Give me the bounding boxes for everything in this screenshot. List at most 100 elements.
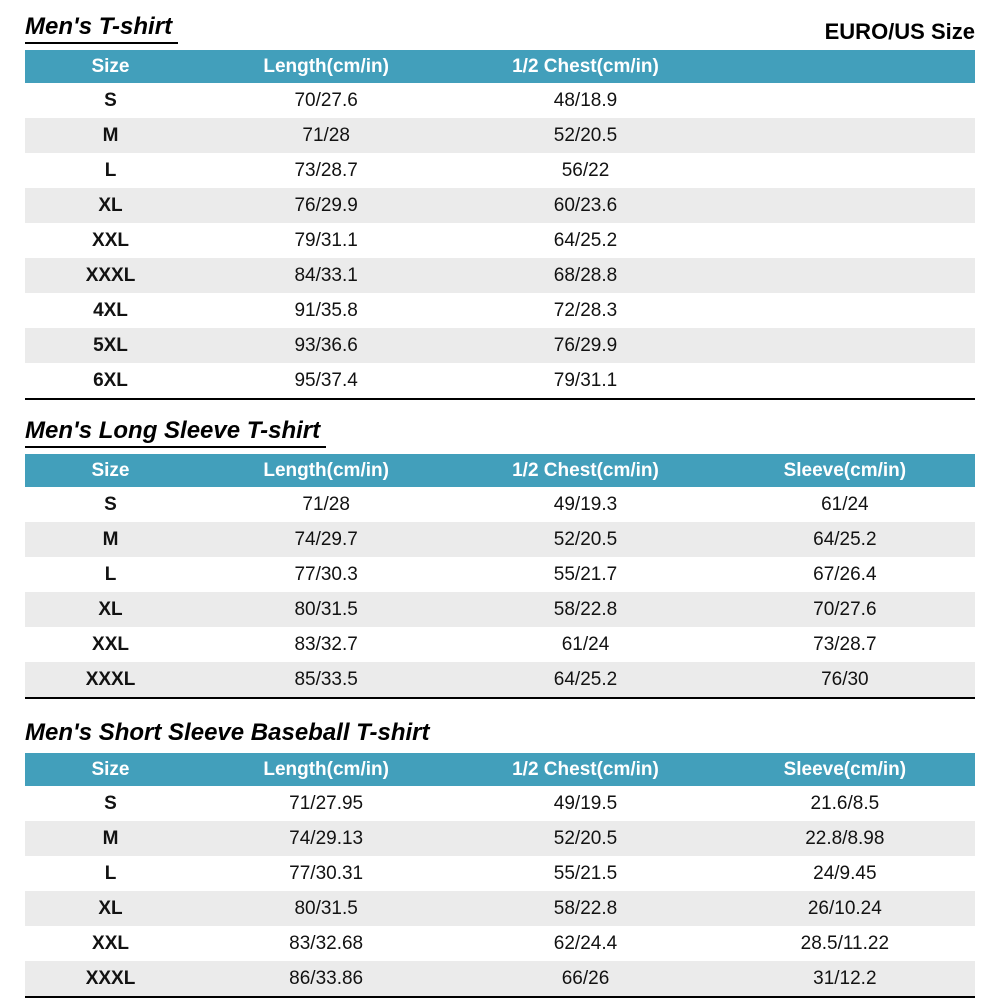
value-cell: 72/28.3 bbox=[553, 301, 618, 320]
table-row: XXL 83/32.7 61/24 73/28.7 bbox=[25, 627, 975, 662]
value-cell: 22.8/8.98 bbox=[805, 829, 885, 848]
value-cell: 52/20.5 bbox=[553, 829, 618, 848]
size-cell: 4XL bbox=[93, 301, 128, 320]
table-row: M 74/29.7 52/20.5 64/25.2 bbox=[25, 522, 975, 557]
size-cell: XXL bbox=[92, 635, 129, 654]
size-cell: XXL bbox=[92, 231, 129, 250]
value-cell: 31/12.2 bbox=[813, 969, 877, 988]
value-cell: 48/18.9 bbox=[553, 91, 618, 110]
size-cell: XL bbox=[98, 899, 123, 918]
table-row: XXXL 86/33.86 66/26 31/12.2 bbox=[25, 961, 975, 996]
value-cell: 70/27.6 bbox=[813, 600, 877, 619]
value-cell: 79/31.1 bbox=[553, 371, 618, 390]
table-header-row: Size Length(cm/in) 1/2 Chest(cm/in) Sleeve(… bbox=[25, 454, 975, 487]
value-cell: 49/19.5 bbox=[553, 794, 618, 813]
value-cell: 64/25.2 bbox=[813, 530, 877, 549]
column-header: Size bbox=[91, 57, 130, 76]
value-cell: 61/24 bbox=[561, 635, 610, 654]
column-header: Size bbox=[91, 461, 130, 480]
mens-baseball-section: Men's Short Sleeve Baseball T-shirt Size… bbox=[25, 716, 975, 998]
size-cell: M bbox=[102, 530, 119, 549]
value-cell: 77/30.3 bbox=[294, 565, 358, 584]
size-cell: M bbox=[102, 829, 119, 848]
value-cell: 83/32.68 bbox=[289, 934, 364, 953]
value-cell: 74/29.13 bbox=[289, 829, 364, 848]
size-cell: 5XL bbox=[93, 336, 128, 355]
value-cell: 68/28.8 bbox=[553, 266, 618, 285]
value-cell: 49/19.3 bbox=[553, 495, 618, 514]
value-cell: 74/29.7 bbox=[294, 530, 358, 549]
value-cell: 85/33.5 bbox=[294, 670, 358, 689]
value-cell: 58/22.8 bbox=[553, 600, 618, 619]
table-row: XXL 83/32.68 62/24.4 28.5/11.22 bbox=[25, 926, 975, 961]
table-row: XL 80/31.5 58/22.8 26/10.24 bbox=[25, 891, 975, 926]
size-cell: XL bbox=[98, 196, 123, 215]
size-cell: XXXL bbox=[85, 969, 136, 988]
value-cell: 26/10.24 bbox=[807, 899, 882, 918]
value-cell: 91/35.8 bbox=[294, 301, 358, 320]
table-row: S 70/27.6 48/18.9 bbox=[25, 83, 975, 118]
size-cell: M bbox=[102, 126, 119, 145]
title-row: Men's Long Sleeve T-shirt bbox=[25, 417, 975, 448]
table-row: XXXL 85/33.5 64/25.2 76/30 bbox=[25, 662, 975, 697]
value-cell: 62/24.4 bbox=[553, 934, 618, 953]
value-cell: 24/9.45 bbox=[813, 864, 877, 883]
size-cell: L bbox=[104, 161, 117, 180]
table-row: S 71/27.95 49/19.5 21.6/8.5 bbox=[25, 786, 975, 821]
value-cell: 66/26 bbox=[561, 969, 610, 988]
table-row: 4XL 91/35.8 72/28.3 bbox=[25, 293, 975, 328]
value-cell: 55/21.5 bbox=[553, 864, 618, 883]
column-header: 1/2 Chest(cm/in) bbox=[512, 461, 659, 480]
value-cell: 64/25.2 bbox=[553, 231, 618, 250]
table-row: M 71/28 52/20.5 bbox=[25, 118, 975, 153]
mens-long-sleeve-section: Men's Long Sleeve T-shirt Size Length(cm/… bbox=[25, 417, 975, 699]
value-cell: 86/33.86 bbox=[289, 969, 364, 988]
mens-long-sleeve-table: Size Length(cm/in) 1/2 Chest(cm/in) Sleeve(… bbox=[25, 454, 975, 699]
section-title-mens-tshirt: Men's T-shirt bbox=[25, 13, 179, 44]
table-row: L 77/30.3 55/21.7 67/26.4 bbox=[25, 557, 975, 592]
value-cell: 55/21.7 bbox=[553, 565, 618, 584]
value-cell: 60/23.6 bbox=[553, 196, 618, 215]
size-cell: S bbox=[104, 495, 117, 514]
table-row: XXL 79/31.1 64/25.2 bbox=[25, 223, 975, 258]
table-row: L 77/30.31 55/21.5 24/9.45 bbox=[25, 856, 975, 891]
mens-tshirt-table: Size Length(cm/in) 1/2 Chest(cm/in) S 70/27.… bbox=[25, 50, 975, 400]
value-cell: 80/31.5 bbox=[294, 600, 358, 619]
value-cell: 73/28.7 bbox=[813, 635, 877, 654]
value-cell: 67/26.4 bbox=[813, 565, 877, 584]
value-cell: 80/31.5 bbox=[294, 899, 358, 918]
value-cell: 71/28 bbox=[302, 126, 350, 145]
value-cell: 52/20.5 bbox=[553, 530, 618, 549]
table-header-row: Size Length(cm/in) 1/2 Chest(cm/in) Sleeve(… bbox=[25, 753, 975, 786]
value-cell: 73/28.7 bbox=[294, 161, 358, 180]
section-title-mens-long-sleeve: Men's Long Sleeve T-shirt bbox=[25, 417, 327, 448]
table-row: 6XL 95/37.4 79/31.1 bbox=[25, 363, 975, 398]
size-cell: XXXL bbox=[85, 670, 136, 689]
title-row: Men's Short Sleeve Baseball T-shirt bbox=[25, 716, 975, 747]
size-cell: S bbox=[104, 91, 117, 110]
value-cell: 58/22.8 bbox=[553, 899, 618, 918]
value-cell: 76/30 bbox=[821, 670, 869, 689]
size-standard-label: EURO/US Size bbox=[824, 18, 975, 44]
table-row: XL 80/31.5 58/22.8 70/27.6 bbox=[25, 592, 975, 627]
table-row: XXXL 84/33.1 68/28.8 bbox=[25, 258, 975, 293]
title-row: Men's T-shirt EURO/US Size bbox=[25, 13, 975, 44]
section-title-mens-baseball: Men's Short Sleeve Baseball T-shirt bbox=[25, 719, 430, 747]
value-cell: 79/31.1 bbox=[294, 231, 358, 250]
size-cell: XL bbox=[98, 600, 123, 619]
value-cell: 28.5/11.22 bbox=[800, 934, 890, 953]
table-row: S 71/28 49/19.3 61/24 bbox=[25, 487, 975, 522]
column-header: 1/2 Chest(cm/in) bbox=[512, 760, 659, 779]
value-cell: 93/36.6 bbox=[294, 336, 358, 355]
column-header: Length(cm/in) bbox=[263, 461, 389, 480]
value-cell: 21.6/8.5 bbox=[810, 794, 880, 813]
size-cell: L bbox=[104, 565, 117, 584]
table-row: 5XL 93/36.6 76/29.9 bbox=[25, 328, 975, 363]
column-header: Sleeve(cm/in) bbox=[783, 760, 907, 779]
table-header-row: Size Length(cm/in) 1/2 Chest(cm/in) bbox=[25, 50, 975, 83]
value-cell: 56/22 bbox=[561, 161, 610, 180]
value-cell: 64/25.2 bbox=[553, 670, 618, 689]
table-row: XL 76/29.9 60/23.6 bbox=[25, 188, 975, 223]
size-cell: L bbox=[104, 864, 117, 883]
